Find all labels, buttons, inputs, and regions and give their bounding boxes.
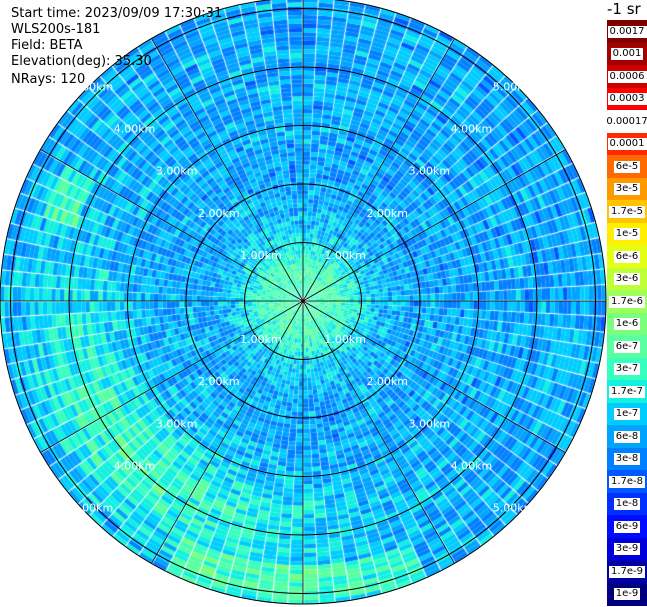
colorbar-tick-label: 1.7e-8 — [608, 475, 646, 488]
ppi-scan-canvas — [0, 0, 607, 607]
colorbar-tick-label: 3e-7 — [613, 363, 641, 375]
range-ring-label: 3.00km — [409, 165, 451, 178]
range-ring-label: 5.00km — [493, 80, 535, 93]
colorbar-cell: 1e-8 — [607, 492, 647, 516]
field-label: Field: BETA — [11, 38, 83, 53]
colorbar-cell: 3e-6 — [607, 267, 647, 291]
colorbar-cell: 0.0006 — [607, 65, 647, 88]
azimuth-spoke — [302, 149, 566, 302]
colorbar-cell: 1.7e-5 — [607, 200, 647, 223]
colorbar-cell: 3e-9 — [607, 537, 647, 561]
colorbar-tick-label: 3e-5 — [613, 183, 641, 195]
units-label: -1 sr — [607, 0, 641, 18]
azimuth-spoke — [302, 38, 455, 302]
colorbar-cell: 1.7e-8 — [607, 470, 647, 493]
colorbar-tick-label: 6e-6 — [613, 250, 641, 263]
range-ring-label: 4.00km — [451, 459, 493, 472]
colorbar-tick-label: 3e-8 — [613, 453, 641, 465]
colorbar-tick-label: 0.0006 — [607, 70, 647, 83]
range-ring-label: 1.00km — [240, 333, 282, 346]
range-ring-label: 2.00km — [366, 207, 408, 220]
colorbar-tick-label: 1.7e-7 — [608, 385, 646, 398]
colorbar-tick-label: 1e-9 — [613, 588, 641, 600]
colorbar-cell: 6e-7 — [607, 335, 647, 358]
nrays-label: NRays: 120 — [11, 72, 86, 87]
colorbar-cell: 1e-5 — [607, 222, 647, 246]
colorbar-cell: 6e-8 — [607, 425, 647, 448]
azimuth-spoke — [302, 300, 455, 564]
colorbar-cell: 1.7e-7 — [607, 380, 647, 403]
colorbar-tick-label: 1.7e-6 — [608, 295, 646, 308]
colorbar-cell: 3e-8 — [607, 447, 647, 471]
colorbar-cell: 0.0001 — [607, 132, 647, 156]
colorbar-cell: 1e-7 — [607, 402, 647, 426]
range-ring-label: 4.00km — [114, 123, 156, 136]
range-ring-label: 1.00km — [324, 333, 366, 346]
range-ring-label: 4.00km — [451, 123, 493, 136]
colorbar-tick-label: 1e-6 — [613, 318, 641, 330]
range-ring-label: 3.00km — [409, 417, 451, 430]
colorbar-cell: 0.00017 — [604, 110, 647, 133]
colorbar-tick-label: 0.001 — [610, 48, 644, 60]
colorbar-tick-label: 6e-9 — [613, 520, 641, 533]
range-ring-label: 3.00km — [156, 417, 198, 430]
colorbar-tick-label: 6e-5 — [613, 160, 641, 173]
range-ring-label: 2.00km — [198, 375, 240, 388]
azimuth-spoke — [40, 300, 304, 453]
colorbar-cell: 6e-5 — [607, 155, 647, 178]
colorbar-cell: 0.0017 — [607, 20, 647, 43]
azimuth-spoke — [151, 38, 304, 302]
colorbar-cell: 1.7e-6 — [607, 290, 647, 313]
colorbar-tick-label: 6e-8 — [613, 430, 641, 443]
instrument-label: WLS200s-181 — [11, 22, 101, 37]
colorbar-tick-label: 3e-9 — [613, 543, 641, 555]
azimuth-spoke — [302, 300, 566, 453]
range-ring-label: 2.00km — [366, 375, 408, 388]
colorbar-cell: 0.0003 — [607, 87, 647, 111]
colorbar-cell: 1e-9 — [607, 582, 647, 606]
range-ring-overlay: 1.00km 1.00km 1.00km 1.00km 2.00km 2.00km 2.00… — [0, 0, 607, 605]
range-ring-label: 2.00km — [198, 207, 240, 220]
range-ring-label: 3.00km — [156, 165, 198, 178]
colorbar-tick-label: 3e-6 — [613, 273, 641, 285]
colorbar-cell: 1.7e-9 — [607, 560, 647, 583]
colorbar-cell: 6e-9 — [607, 515, 647, 538]
colorbar-tick-label: 0.0003 — [607, 93, 647, 105]
range-ring-label: 5.00km — [72, 80, 114, 93]
colorbar-tick-label: 0.00017 — [604, 115, 647, 128]
range-ring-label: 1.00km — [324, 249, 366, 262]
colorbar-tick-label: 1e-7 — [613, 408, 641, 420]
colorbar-tick-label: 0.0017 — [607, 25, 647, 38]
colorbar-cell: 6e-6 — [607, 245, 647, 268]
colorbar-cell: 0.001 — [607, 42, 647, 66]
colorbar-legend: 0.0017 0.001 0.0006 0.0003 0.00017 0.0001 6e-5… — [604, 20, 647, 606]
colorbar-cell: 3e-5 — [607, 177, 647, 201]
colorbar-tick-label: 1e-5 — [613, 228, 641, 240]
range-ring-label: 5.00km — [72, 502, 114, 515]
colorbar-cell: 1e-6 — [607, 312, 647, 336]
colorbar-tick-label: 1.7e-9 — [608, 565, 646, 578]
colorbar-cell: 3e-7 — [607, 357, 647, 381]
start-time-label: Start time: 2023/09/09 17:30:31 — [11, 6, 223, 21]
range-ring-label: 4.00km — [114, 459, 156, 472]
range-ring-label: 1.00km — [240, 249, 282, 262]
azimuth-spoke — [40, 149, 304, 302]
colorbar-tick-label: 6e-7 — [613, 340, 641, 353]
colorbar-tick-label: 1.7e-5 — [608, 205, 646, 218]
elevation-label: Elevation(deg): 35.30 — [11, 54, 152, 69]
colorbar-tick-label: 1e-8 — [613, 498, 641, 510]
azimuth-spoke — [151, 300, 304, 564]
range-ring-label: 5.00km — [493, 502, 535, 515]
colorbar-tick-label: 0.0001 — [607, 138, 647, 150]
